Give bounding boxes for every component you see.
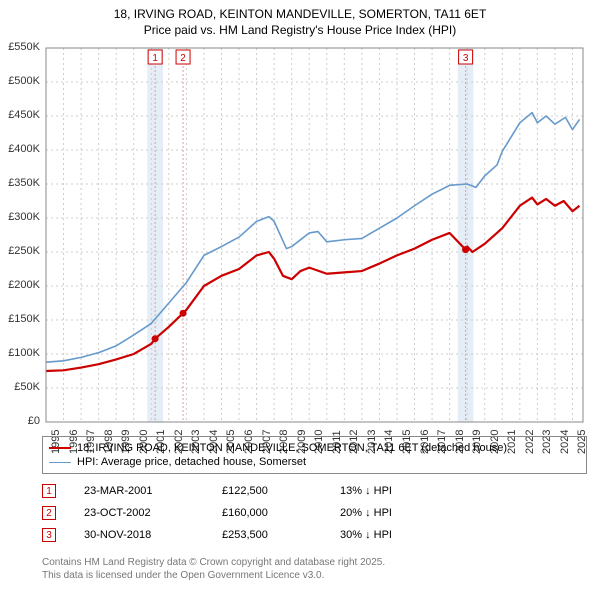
sale-row: 3 30-NOV-2018 £253,500 30% ↓ HPI — [42, 524, 587, 546]
y-tick-label: £200K — [0, 279, 40, 291]
footer-attribution: Contains HM Land Registry data © Crown c… — [42, 556, 385, 582]
legend: 18, IRVING ROAD, KEINTON MANDEVILLE, SOM… — [42, 436, 587, 474]
sale-marker-number: 3 — [42, 528, 56, 542]
sale-price: £160,000 — [222, 507, 312, 519]
y-tick-label: £450K — [0, 109, 40, 121]
svg-text:1: 1 — [152, 53, 158, 64]
legend-item: HPI: Average price, detached house, Some… — [49, 455, 580, 469]
y-tick-label: £350K — [0, 177, 40, 189]
legend-label: HPI: Average price, detached house, Some… — [77, 456, 306, 468]
legend-swatch — [49, 447, 71, 449]
sale-marker-number: 2 — [42, 506, 56, 520]
footer-line2: This data is licensed under the Open Gov… — [42, 569, 385, 582]
sale-date: 30-NOV-2018 — [84, 529, 194, 541]
y-tick-label: £50K — [0, 381, 40, 393]
y-tick-label: £150K — [0, 313, 40, 325]
y-tick-label: £0 — [0, 415, 40, 427]
y-tick-label: £400K — [0, 143, 40, 155]
sale-row: 2 23-OCT-2002 £160,000 20% ↓ HPI — [42, 502, 587, 524]
sale-date: 23-MAR-2001 — [84, 485, 194, 497]
sale-hpi-delta: 13% ↓ HPI — [340, 485, 440, 497]
y-tick-label: £550K — [0, 41, 40, 53]
y-tick-label: £250K — [0, 245, 40, 257]
svg-text:3: 3 — [463, 53, 469, 64]
sale-marker-number: 1 — [42, 484, 56, 498]
y-tick-label: £300K — [0, 211, 40, 223]
chart-plot: 1 2 3 — [42, 46, 587, 426]
sale-hpi-delta: 20% ↓ HPI — [340, 507, 440, 519]
legend-label: 18, IRVING ROAD, KEINTON MANDEVILLE, SOM… — [77, 442, 507, 454]
sales-table: 1 23-MAR-2001 £122,500 13% ↓ HPI 2 23-OCT-200… — [42, 480, 587, 546]
legend-item: 18, IRVING ROAD, KEINTON MANDEVILLE, SOM… — [49, 441, 580, 455]
chart-title: 18, IRVING ROAD, KEINTON MANDEVILLE, SOM… — [0, 0, 600, 38]
legend-swatch — [49, 462, 71, 463]
sale-price: £122,500 — [222, 485, 312, 497]
y-tick-label: £500K — [0, 75, 40, 87]
y-tick-label: £100K — [0, 347, 40, 359]
title-line2: Price paid vs. HM Land Registry's House … — [0, 22, 600, 38]
sale-price: £253,500 — [222, 529, 312, 541]
sale-row: 1 23-MAR-2001 £122,500 13% ↓ HPI — [42, 480, 587, 502]
footer-line1: Contains HM Land Registry data © Crown c… — [42, 556, 385, 569]
svg-text:2: 2 — [180, 53, 186, 64]
sale-hpi-delta: 30% ↓ HPI — [340, 529, 440, 541]
chart-svg: 1 2 3 — [42, 46, 587, 426]
title-line1: 18, IRVING ROAD, KEINTON MANDEVILLE, SOM… — [0, 6, 600, 22]
sale-date: 23-OCT-2002 — [84, 507, 194, 519]
